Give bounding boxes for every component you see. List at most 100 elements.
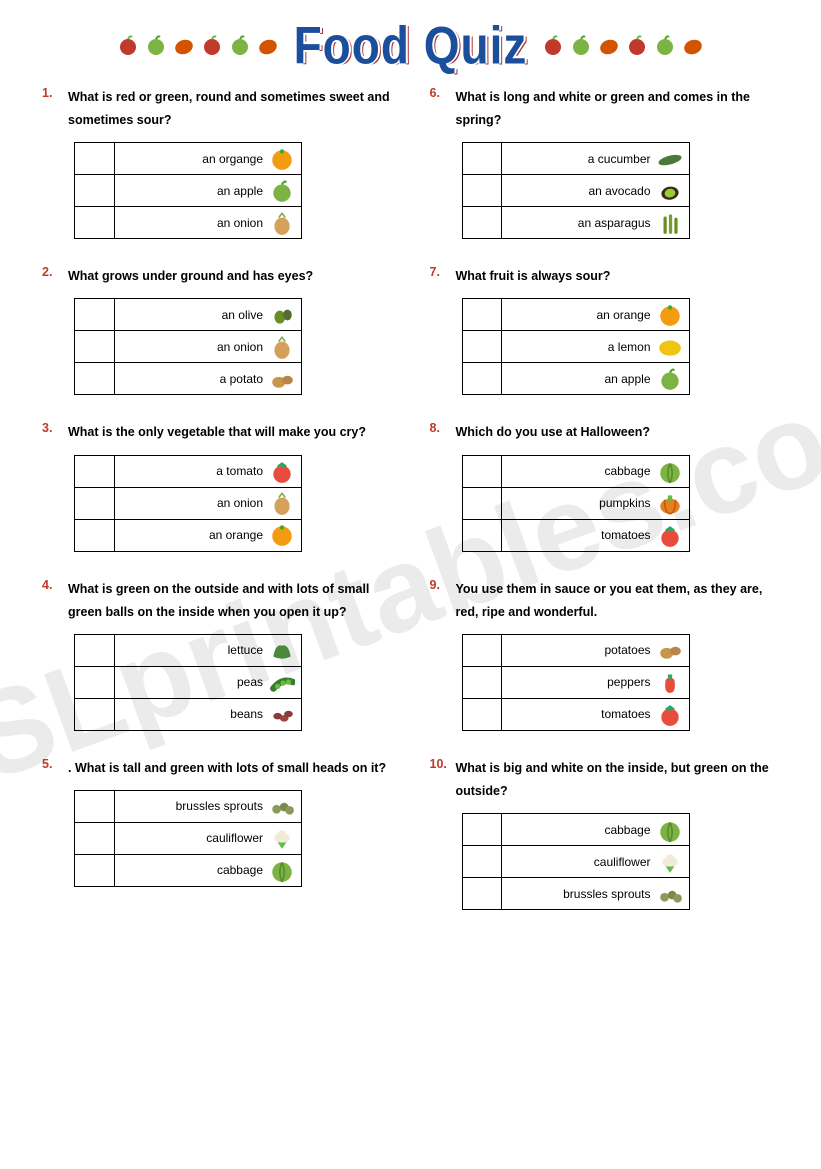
- tomato-icon: [269, 458, 295, 484]
- answer-cell: a cucumber: [502, 143, 689, 175]
- answer-icon-slot: [655, 147, 685, 171]
- quiz-content: 1. What is red or green, round and somet…: [0, 80, 821, 936]
- question-block: 2. What grows under ground and has eyes?…: [42, 265, 392, 395]
- answer-icon-slot: [655, 670, 685, 694]
- orange-icon: [657, 302, 683, 328]
- answer-cell: a tomato: [114, 455, 301, 487]
- answer-cell: peas: [114, 666, 301, 698]
- answer-icon-slot: [655, 818, 685, 842]
- answer-checkbox[interactable]: [75, 363, 115, 395]
- question-block: 7. What fruit is always sour? an orange …: [430, 265, 780, 395]
- answer-checkbox[interactable]: [75, 854, 115, 886]
- page-title: Food Quiz: [294, 14, 528, 76]
- answer-icon-slot: [655, 459, 685, 483]
- answer-label: cabbage: [604, 464, 650, 478]
- answer-cell: an orange: [502, 299, 689, 331]
- answer-checkbox[interactable]: [462, 143, 502, 175]
- answer-checkbox[interactable]: [462, 698, 502, 730]
- answer-icon-slot: [267, 459, 297, 483]
- answer-checkbox[interactable]: [75, 143, 115, 175]
- answer-label: brussles sprouts: [176, 799, 263, 813]
- answer-checkbox[interactable]: [75, 487, 115, 519]
- question-number: 7.: [430, 265, 448, 288]
- answer-icon-slot: [655, 850, 685, 874]
- answer-cell: potatoes: [502, 634, 689, 666]
- answer-checkbox[interactable]: [462, 878, 502, 910]
- apple-green-icon: [144, 33, 168, 57]
- answer-row: brussles sprouts: [462, 878, 689, 910]
- potato-icon: [657, 637, 683, 663]
- cauliflower-icon: [269, 825, 295, 851]
- answer-checkbox[interactable]: [75, 331, 115, 363]
- answer-cell: a potato: [114, 363, 301, 395]
- answer-cell: an apple: [114, 175, 301, 207]
- answer-icon-slot: [267, 147, 297, 171]
- answer-cell: cauliflower: [114, 822, 301, 854]
- answer-cell: a lemon: [502, 331, 689, 363]
- answer-row: an asparagus: [462, 207, 689, 239]
- answer-label: beans: [230, 707, 263, 721]
- answer-icon-slot: [267, 794, 297, 818]
- answer-row: an apple: [462, 363, 689, 395]
- column-left: 1. What is red or green, round and somet…: [42, 86, 392, 936]
- answer-checkbox[interactable]: [462, 207, 502, 239]
- answer-checkbox[interactable]: [75, 790, 115, 822]
- answer-cell: cabbage: [114, 854, 301, 886]
- answer-checkbox[interactable]: [462, 666, 502, 698]
- answer-icon-slot: [267, 702, 297, 726]
- question-text: Which do you use at Halloween?: [456, 421, 650, 444]
- answer-checkbox[interactable]: [462, 363, 502, 395]
- answer-icon-slot: [655, 211, 685, 235]
- question-head: 4. What is green on the outside and with…: [42, 578, 392, 624]
- answer-icon-slot: [267, 179, 297, 203]
- answer-checkbox[interactable]: [75, 455, 115, 487]
- answer-checkbox[interactable]: [462, 487, 502, 519]
- answer-icon-slot: [655, 702, 685, 726]
- question-head: 8. Which do you use at Halloween?: [430, 421, 780, 444]
- answer-cell: an olive: [114, 299, 301, 331]
- answer-checkbox[interactable]: [462, 331, 502, 363]
- answer-icon-slot: [267, 670, 297, 694]
- answer-cell: lettuce: [114, 634, 301, 666]
- question-number: 2.: [42, 265, 60, 288]
- answer-row: an onion: [75, 487, 302, 519]
- question-head: 3. What is the only vegetable that will …: [42, 421, 392, 444]
- answer-checkbox[interactable]: [462, 814, 502, 846]
- answer-checkbox[interactable]: [75, 822, 115, 854]
- apple-red-icon: [541, 33, 565, 57]
- answer-icon-slot: [655, 335, 685, 359]
- cabbage-icon: [269, 857, 295, 883]
- answer-checkbox[interactable]: [75, 666, 115, 698]
- cauliflower-icon: [657, 849, 683, 875]
- answer-checkbox[interactable]: [462, 299, 502, 331]
- answer-icon-slot: [655, 367, 685, 391]
- mango-icon: [681, 33, 705, 57]
- pepper-icon: [657, 669, 683, 695]
- answer-checkbox[interactable]: [75, 519, 115, 551]
- question-block: 5. . What is tall and green with lots of…: [42, 757, 392, 887]
- answer-table: potatoes peppers tomatoes: [462, 634, 690, 731]
- question-block: 4. What is green on the outside and with…: [42, 578, 392, 731]
- answer-label: peppers: [607, 675, 650, 689]
- answer-checkbox[interactable]: [75, 207, 115, 239]
- answer-checkbox[interactable]: [75, 634, 115, 666]
- question-text: What fruit is always sour?: [456, 265, 611, 288]
- mango-icon: [256, 33, 280, 57]
- answer-cell: beans: [114, 698, 301, 730]
- answer-cell: cabbage: [502, 455, 689, 487]
- cabbage-icon: [657, 458, 683, 484]
- answer-checkbox[interactable]: [462, 846, 502, 878]
- answer-label: an asparagus: [578, 216, 651, 230]
- answer-row: cauliflower: [75, 822, 302, 854]
- question-block: 10. What is big and white on the inside,…: [430, 757, 780, 910]
- answer-label: tomatoes: [601, 707, 650, 721]
- answer-checkbox[interactable]: [75, 698, 115, 730]
- answer-checkbox[interactable]: [462, 634, 502, 666]
- question-head: 6. What is long and white or green and c…: [430, 86, 780, 132]
- answer-checkbox[interactable]: [75, 175, 115, 207]
- answer-checkbox[interactable]: [462, 175, 502, 207]
- answer-checkbox[interactable]: [462, 455, 502, 487]
- answer-checkbox[interactable]: [462, 519, 502, 551]
- answer-checkbox[interactable]: [75, 299, 115, 331]
- answer-icon-slot: [267, 367, 297, 391]
